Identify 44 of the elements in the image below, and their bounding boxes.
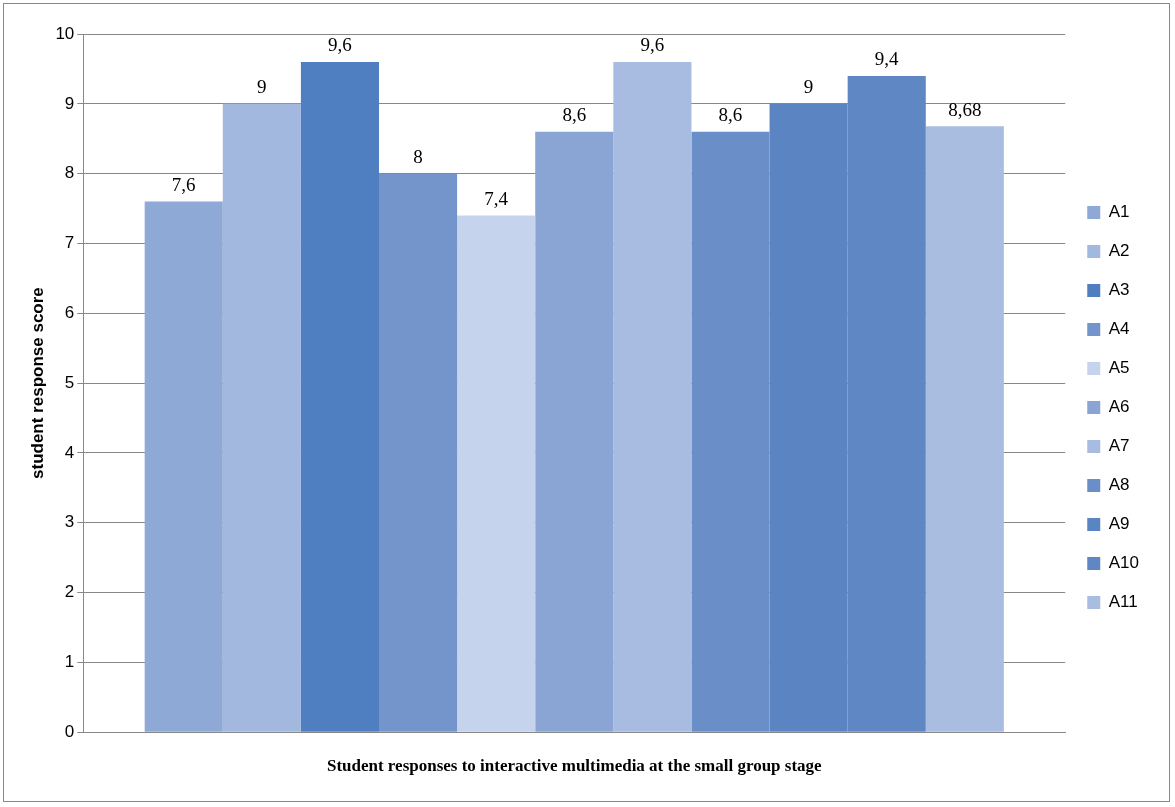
bar [925,126,1004,732]
data-label: 9,4 [874,48,900,70]
data-label: 8,6 [718,104,743,126]
data-label: 9 [803,76,814,98]
data-label: 9,6 [640,34,665,56]
bar [535,131,614,732]
y-tick-label: 6 [64,302,75,322]
data-label: 9 [257,76,267,98]
legend-label: A4 [1108,319,1130,339]
y-axis-title: student response score [27,287,47,479]
legend-label: A7 [1108,436,1130,456]
legend-label: A5 [1108,358,1130,378]
legend-label: A1 [1108,202,1130,222]
data-label: 7,4 [484,188,509,210]
y-tick-label: 10 [55,23,75,43]
bar [457,215,536,732]
bar [300,61,380,732]
data-label: 8 [413,146,423,168]
data-label: 8,6 [562,104,587,126]
bar [613,61,692,732]
y-tick-label: 0 [64,721,75,741]
bar [144,201,223,732]
bar [222,103,301,732]
legend-label: A11 [1108,592,1138,612]
data-label: 7,6 [171,174,196,196]
legend-label: A9 [1108,514,1130,534]
y-tick-label: 2 [64,582,75,602]
legend-label: A3 [1108,280,1130,300]
y-tick-label: 9 [64,93,75,113]
legend-label: A2 [1108,241,1130,261]
y-tick-label: 1 [64,652,75,672]
bar [691,131,770,732]
legend-label: A8 [1108,475,1130,495]
y-tick-label: 7 [64,233,75,253]
x-axis-title: Student responses to interactive multimedia at the small group stage [326,756,823,776]
y-tick-label: 5 [64,372,75,392]
y-tick-label: 3 [64,512,75,532]
data-label: 9,6 [328,34,352,56]
legend-label: A10 [1108,553,1139,573]
data-label: 8,68 [948,98,982,120]
legend-label: A6 [1108,397,1130,417]
bar [379,173,458,732]
y-tick-label: 8 [64,163,75,183]
y-tick-label: 4 [64,442,75,462]
